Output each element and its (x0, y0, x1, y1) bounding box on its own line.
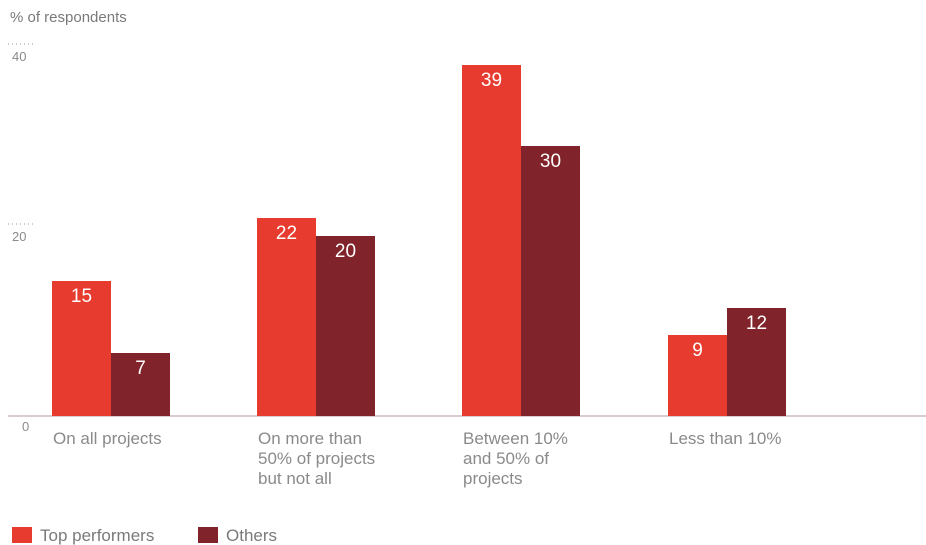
category-label: On all projects (53, 429, 162, 448)
bar (462, 65, 521, 416)
category-label: Between 10% and 50% of projects (463, 429, 568, 488)
bar-value-label: 7 (135, 358, 146, 379)
category-label: On more than 50% of projects but not all (258, 429, 375, 488)
category-label: Less than 10% (669, 429, 781, 448)
bar (111, 353, 170, 416)
bar-value-label: 9 (692, 340, 703, 361)
bar-value-label: 15 (71, 286, 92, 307)
bar-value-label: 20 (335, 241, 356, 262)
bar (521, 146, 580, 416)
bar (668, 335, 727, 416)
category-labels: On all projects On more than 50% of projec… (53, 429, 781, 488)
bar (257, 218, 316, 416)
legend-label: Others (226, 526, 277, 545)
y-axis-ticks: 0 20 40 (8, 43, 33, 434)
y-tick-label: 20 (12, 229, 26, 244)
y-tick-label: 0 (22, 419, 29, 434)
bar (316, 236, 375, 416)
y-axis-label: % of respondents (10, 9, 127, 26)
bars: 15 22 39 9 7 20 30 12 (52, 65, 786, 416)
bar-value-label: 22 (276, 223, 297, 244)
y-tick-label: 40 (12, 49, 26, 64)
bar-value-label: 30 (540, 151, 561, 172)
legend-swatch (198, 527, 218, 543)
bar-value-label: 39 (481, 70, 502, 91)
bar-value-label: 12 (746, 313, 767, 334)
legend-label: Top performers (40, 526, 154, 545)
legend: Top performers Others (12, 526, 277, 545)
bar (727, 308, 786, 416)
bar (52, 281, 111, 416)
legend-swatch (12, 527, 32, 543)
